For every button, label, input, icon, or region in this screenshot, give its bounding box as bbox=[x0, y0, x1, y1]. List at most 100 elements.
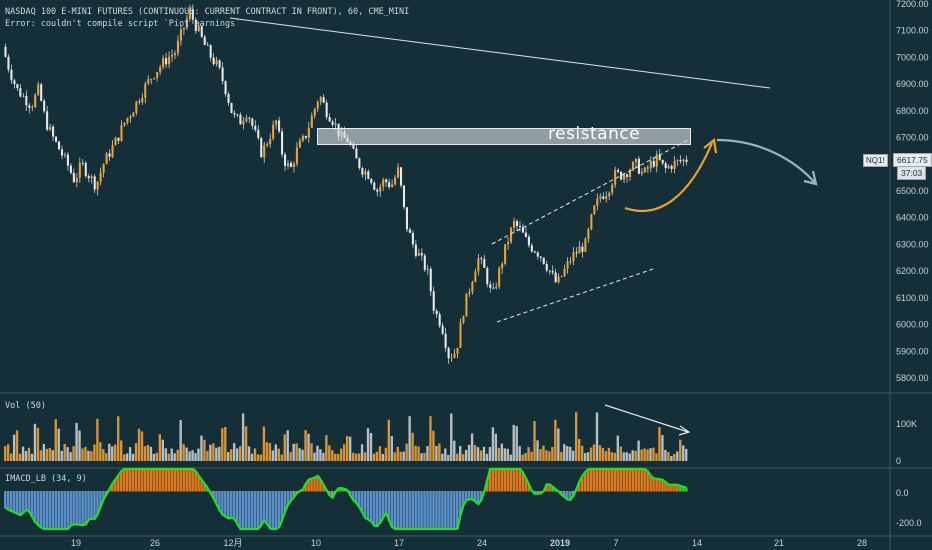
candle-body bbox=[489, 284, 492, 288]
volume-bar bbox=[42, 443, 46, 461]
candle-body bbox=[530, 245, 533, 252]
volume-bar bbox=[218, 446, 221, 461]
candle-body bbox=[150, 78, 153, 80]
candle-body bbox=[263, 145, 266, 158]
volume-bar bbox=[497, 448, 501, 461]
volume-bar bbox=[542, 445, 545, 461]
time-tick-label: 2019 bbox=[550, 538, 570, 548]
macd-bar bbox=[179, 469, 182, 492]
volume-bar bbox=[164, 448, 167, 461]
volume-bar bbox=[595, 412, 599, 461]
candle-body bbox=[462, 316, 465, 323]
volume-bar bbox=[476, 447, 480, 461]
volume-bar bbox=[610, 452, 614, 461]
volume-bar bbox=[649, 448, 652, 461]
macd-bar bbox=[164, 469, 168, 492]
volume-bar bbox=[348, 436, 352, 461]
channel-upper-line[interactable] bbox=[491, 139, 689, 245]
bar-countdown-tag: 37:03 bbox=[897, 166, 927, 180]
macd-bar bbox=[247, 491, 251, 530]
price-axis[interactable]: 7200.00 7100.00 7000.00 6900.00 6800.00 6700.… bbox=[896, 0, 929, 383]
volume-bar bbox=[456, 453, 459, 461]
candle-body bbox=[93, 176, 96, 190]
candle-body bbox=[159, 67, 162, 72]
volume-bar bbox=[212, 443, 215, 461]
candle-body bbox=[361, 168, 364, 175]
volume-bar bbox=[215, 447, 218, 461]
macd-bar bbox=[521, 472, 524, 492]
macd-bar bbox=[343, 488, 346, 492]
channel-lower-line[interactable] bbox=[496, 267, 657, 323]
macd-bar bbox=[215, 491, 218, 505]
macd-bar bbox=[289, 491, 293, 502]
volume-bar bbox=[274, 444, 278, 461]
macd-bar bbox=[604, 469, 608, 492]
macd-bar bbox=[146, 469, 150, 492]
macd-pane-title[interactable]: IMACD_LB (34, 9) bbox=[5, 474, 87, 484]
candle-body bbox=[197, 26, 200, 31]
macd-bar bbox=[491, 469, 495, 492]
candle-body bbox=[126, 117, 129, 123]
macd-bar bbox=[155, 469, 159, 492]
candle-body bbox=[646, 167, 649, 169]
volume-bar bbox=[57, 428, 60, 461]
macd-bar bbox=[9, 491, 13, 512]
time-axis[interactable]: 19 26 12月 10 17 24 2019 7 14 21 28 bbox=[71, 538, 867, 548]
volume-bar bbox=[453, 440, 456, 461]
candle-body bbox=[527, 236, 530, 246]
volume-bar bbox=[286, 430, 289, 461]
time-tick-label: 7 bbox=[613, 538, 618, 548]
volume-axis[interactable]: 100K 0 bbox=[896, 419, 917, 466]
volume-bar bbox=[655, 453, 658, 461]
macd-bar bbox=[81, 491, 84, 526]
macd-bar bbox=[551, 486, 554, 492]
macd-bar bbox=[598, 469, 602, 492]
macd-bar bbox=[509, 469, 513, 492]
projected-down-arrow[interactable] bbox=[716, 138, 816, 184]
macd-bar bbox=[649, 475, 652, 492]
volume-bar bbox=[357, 453, 361, 461]
volume-bar bbox=[441, 453, 444, 461]
volume-bar bbox=[60, 450, 63, 461]
macd-axis[interactable]: 0.0 -200.0 bbox=[896, 488, 922, 528]
macd-bar bbox=[667, 484, 670, 492]
volume-bar bbox=[119, 440, 123, 461]
volume-bar bbox=[15, 430, 19, 461]
resistance-zone[interactable] bbox=[317, 128, 691, 145]
macd-bar bbox=[488, 469, 492, 492]
macd-bar bbox=[48, 491, 52, 530]
volume-pane-title[interactable]: Vol (50) bbox=[5, 401, 46, 411]
volume-bar bbox=[280, 454, 283, 461]
candle-body bbox=[316, 101, 319, 109]
candle-body bbox=[364, 171, 367, 175]
macd-bar bbox=[90, 491, 93, 520]
volume-bar bbox=[450, 413, 453, 461]
volume-bar bbox=[221, 428, 224, 461]
candle-body bbox=[182, 27, 185, 30]
volume-bars bbox=[4, 412, 688, 461]
candle-body bbox=[123, 122, 126, 126]
macd-signal-line bbox=[4, 467, 687, 531]
volume-bar bbox=[473, 445, 477, 461]
macd-bar bbox=[21, 491, 25, 514]
candle-body bbox=[352, 144, 355, 149]
candle-body bbox=[135, 101, 138, 113]
macd-bar bbox=[515, 469, 519, 492]
candle-body bbox=[643, 167, 646, 172]
candle-body bbox=[283, 154, 287, 167]
macd-bar bbox=[230, 491, 233, 519]
volume-decline-arrow[interactable] bbox=[604, 404, 689, 433]
down-trendline[interactable] bbox=[229, 17, 771, 89]
volume-bar bbox=[679, 439, 682, 461]
volume-bar bbox=[676, 451, 679, 461]
volume-bar bbox=[539, 449, 542, 461]
candle-body bbox=[75, 177, 78, 183]
candle-body bbox=[310, 115, 313, 128]
volume-bar bbox=[619, 446, 622, 461]
symbol-legend[interactable]: NASDAQ 100 E-MINI FUTURES (CONTINUOUS: C… bbox=[5, 7, 410, 17]
volume-bar bbox=[399, 451, 402, 461]
last-price-tag: 6617.75 bbox=[893, 153, 932, 167]
candle-body bbox=[90, 176, 93, 179]
projected-up-arrow[interactable] bbox=[624, 142, 714, 213]
